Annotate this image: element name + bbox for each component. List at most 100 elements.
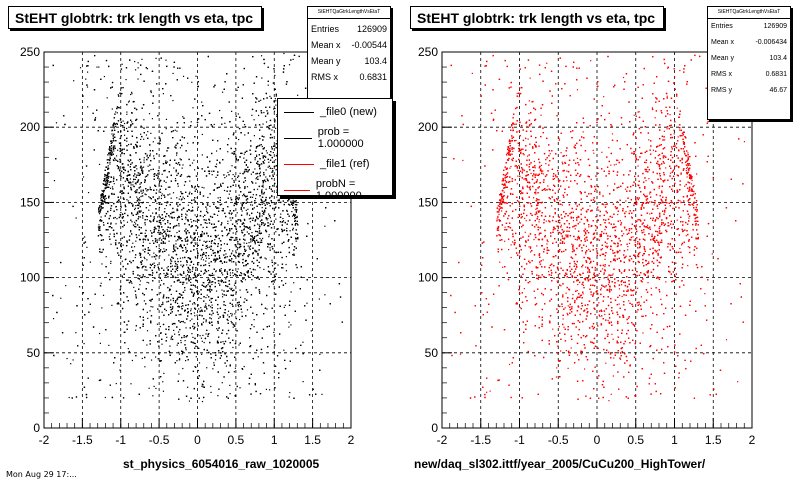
left-point-908 xyxy=(207,255,210,257)
left-point-1117 xyxy=(120,118,122,120)
left-point-731 xyxy=(150,169,152,171)
left-point-698 xyxy=(191,237,193,239)
left-point-1133 xyxy=(181,215,183,217)
left-point-1056 xyxy=(264,257,266,259)
left-point-242 xyxy=(234,166,236,168)
left-point-110 xyxy=(94,117,97,119)
left-point-412 xyxy=(100,216,102,218)
left-point-393 xyxy=(183,184,186,186)
left-point-620 xyxy=(186,282,188,284)
left-point-302 xyxy=(165,59,167,61)
left-point-1067 xyxy=(225,365,228,367)
left-point-278 xyxy=(72,359,74,361)
left-point-107 xyxy=(134,256,136,259)
left-point-394 xyxy=(259,204,262,206)
left-point-847 xyxy=(243,228,246,230)
left-point-538 xyxy=(207,170,210,172)
left-point-657 xyxy=(286,209,288,211)
left-point-844 xyxy=(104,175,106,177)
left-point-310 xyxy=(153,262,155,264)
left-point-1190 xyxy=(157,142,159,144)
left-point-624 xyxy=(191,289,193,291)
left-point-124 xyxy=(155,246,158,248)
left-point-747 xyxy=(205,247,207,250)
left-point-717 xyxy=(271,195,273,197)
left-point-515 xyxy=(159,142,161,145)
left-point-1205 xyxy=(269,196,271,199)
left-point-1179 xyxy=(218,317,220,319)
left-point-406 xyxy=(263,180,265,182)
left-point-1017 xyxy=(149,230,152,232)
left-point-1004 xyxy=(253,207,255,209)
left-point-414 xyxy=(143,138,145,140)
left-point-449 xyxy=(119,142,121,144)
left-point-629 xyxy=(248,218,250,220)
left-point-478 xyxy=(260,99,262,101)
left-point-945 xyxy=(107,179,109,182)
left-point-162 xyxy=(244,260,247,262)
left-point-284 xyxy=(194,214,196,216)
left-point-2 xyxy=(165,232,167,234)
left-point-996 xyxy=(188,209,191,211)
left-point-951 xyxy=(202,386,204,388)
left-point-358 xyxy=(106,181,108,183)
left-point-1146 xyxy=(191,81,193,83)
left-point-663 xyxy=(191,333,193,335)
left-point-361 xyxy=(265,388,268,391)
left-point-141 xyxy=(286,227,288,230)
left-point-857 xyxy=(144,176,147,178)
left-point-281 xyxy=(98,209,100,211)
left-point-305 xyxy=(130,184,132,186)
left-point-878 xyxy=(126,199,128,201)
left-point-461 xyxy=(226,261,228,263)
left-point-45 xyxy=(173,167,175,169)
left-point-308 xyxy=(175,240,177,242)
left-point-839 xyxy=(261,193,263,195)
left-point-329 xyxy=(180,339,182,342)
left-point-1145 xyxy=(243,277,245,279)
left-point-46 xyxy=(260,55,263,57)
left-point-532 xyxy=(144,193,146,195)
left-point-838 xyxy=(274,74,276,77)
left-point-993 xyxy=(192,336,194,338)
left-point-1005 xyxy=(265,150,268,152)
left-point-965 xyxy=(146,269,148,271)
left-point-314 xyxy=(141,58,143,60)
left-point-360 xyxy=(302,381,304,383)
left-point-1022 xyxy=(139,199,141,201)
left-point-896 xyxy=(103,75,106,78)
left-point-714 xyxy=(209,205,211,207)
left-point-185 xyxy=(296,222,298,225)
left-point-1002 xyxy=(207,283,209,286)
left-point-460 xyxy=(134,223,137,225)
left-point-802 xyxy=(296,215,298,217)
left-point-291 xyxy=(156,239,158,241)
left-point-1182 xyxy=(200,307,202,309)
left-point-239 xyxy=(180,264,182,266)
left-point-197 xyxy=(232,299,234,301)
left-point-957 xyxy=(265,121,268,123)
left-point-265 xyxy=(177,331,180,333)
left-point-325 xyxy=(254,384,256,386)
left-point-84 xyxy=(135,183,137,185)
left-point-910 xyxy=(268,161,270,163)
left-point-1008 xyxy=(122,244,124,246)
left-point-848 xyxy=(129,280,132,282)
left-point-1039 xyxy=(245,249,247,251)
left-point-793 xyxy=(108,201,110,204)
left-point-468 xyxy=(83,342,85,345)
left-point-33 xyxy=(175,171,177,173)
left-point-901 xyxy=(218,282,220,284)
left-point-69 xyxy=(187,386,189,388)
left-point-290 xyxy=(226,273,229,275)
left-point-324 xyxy=(126,111,128,113)
left-point-44 xyxy=(177,236,179,238)
left-point-300 xyxy=(178,198,180,200)
left-point-961 xyxy=(177,163,179,165)
left-point-1026 xyxy=(255,182,257,184)
left-point-1029 xyxy=(201,340,203,342)
left-point-243 xyxy=(227,138,230,140)
left-point-943 xyxy=(254,243,256,245)
left-point-959 xyxy=(251,240,253,242)
left-point-1014 xyxy=(152,220,154,222)
